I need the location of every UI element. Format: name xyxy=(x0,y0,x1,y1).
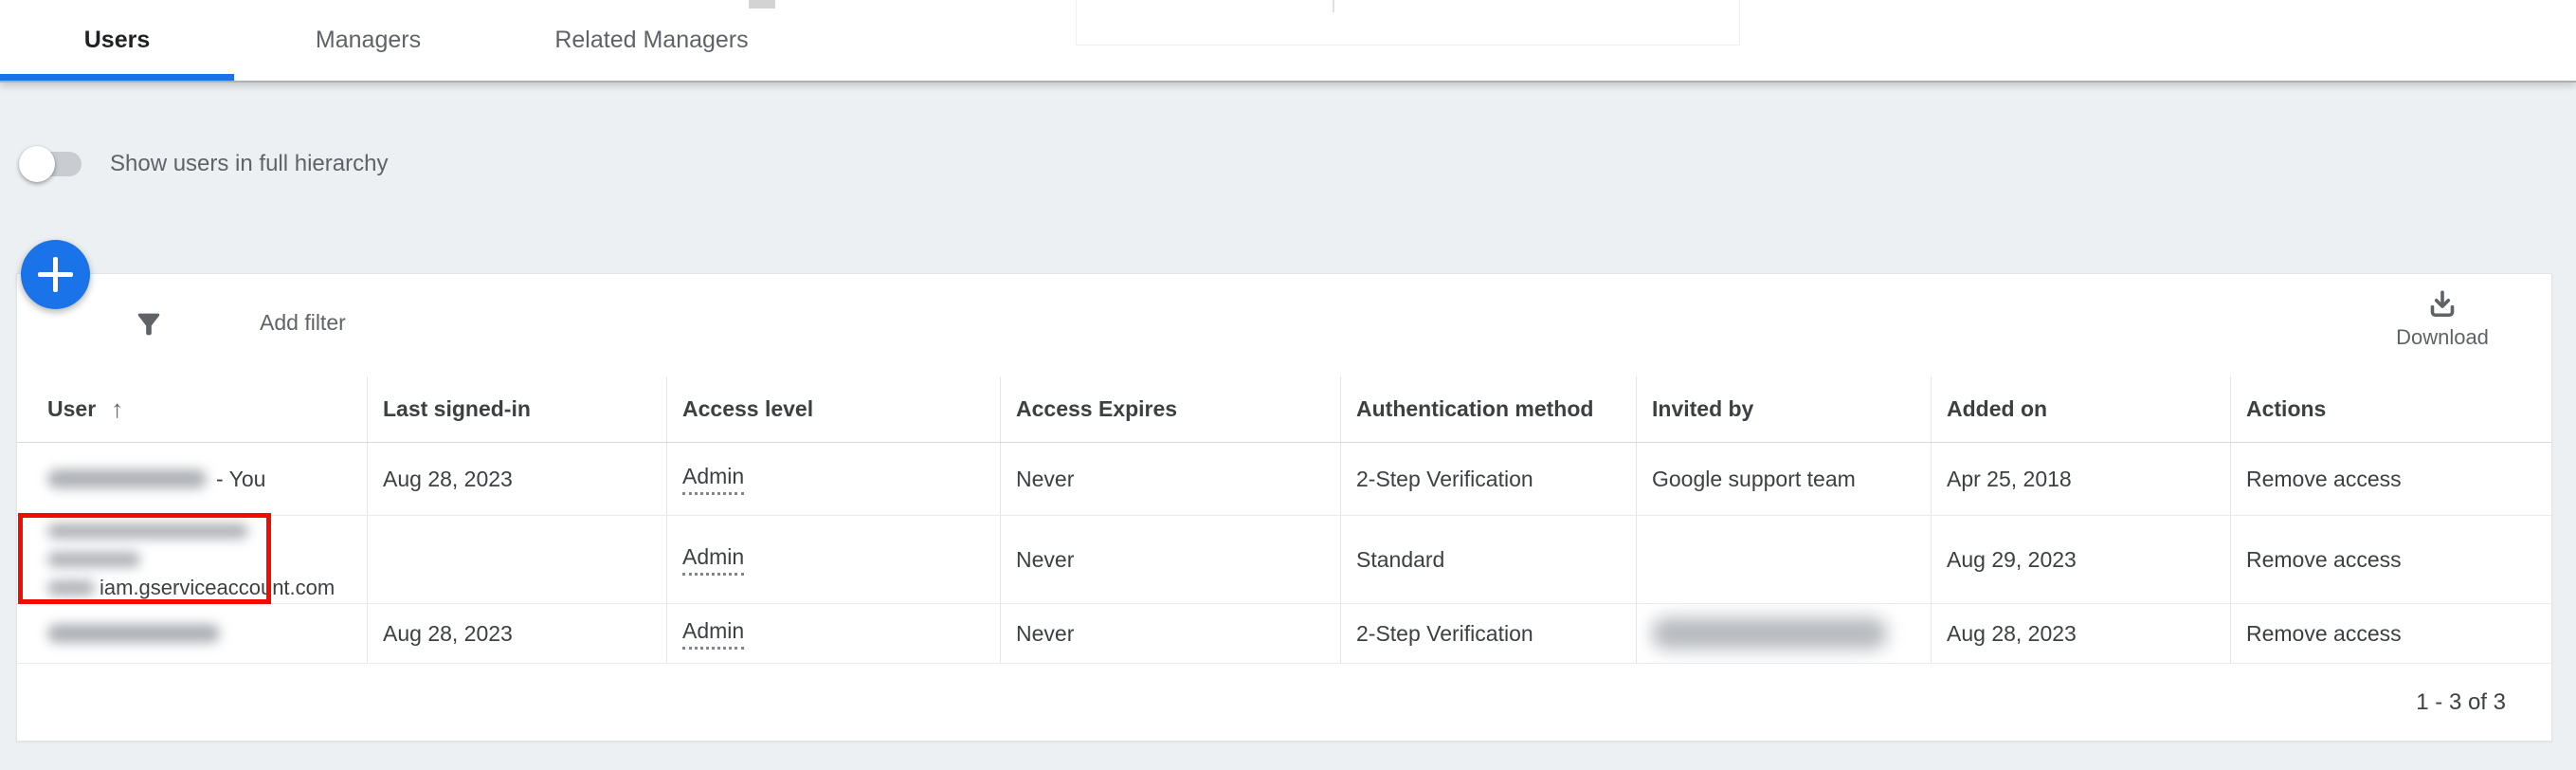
filter-icon[interactable] xyxy=(133,308,165,340)
toggle-label: Show users in full hierarchy xyxy=(110,151,389,176)
table-row: Aug 28, 2023 Admin Never 2-Step Verifica… xyxy=(17,604,2551,664)
service-account-domain: iam.gserviceaccount.com xyxy=(100,576,336,599)
redacted-email xyxy=(47,624,220,643)
user-cell: - You xyxy=(17,443,367,515)
download-label: Download xyxy=(2396,325,2489,349)
download-button[interactable]: Download xyxy=(2371,287,2513,350)
redacted-email xyxy=(47,552,140,567)
invited-by-cell xyxy=(1636,604,1931,663)
download-icon xyxy=(2430,290,2455,318)
tab-users[interactable]: Users xyxy=(0,0,234,81)
access-level-cell: Admin xyxy=(666,443,1000,515)
table-footer: 1 - 3 of 3 xyxy=(17,664,2551,742)
redacted-email xyxy=(47,523,248,539)
table-row: - You Aug 28, 2023 Admin Never 2-Step Ve… xyxy=(17,443,2551,516)
tab-managers-label: Managers xyxy=(315,27,422,53)
table-header-row: User ↑ Last signed-in Access level Acces… xyxy=(17,376,2551,443)
column-header-invited-by[interactable]: Invited by xyxy=(1636,376,1931,442)
column-header-access-expires[interactable]: Access Expires xyxy=(1000,376,1340,442)
users-page-content: Show users in full hierarchy Add filter … xyxy=(0,81,2576,770)
last-signed-in-cell xyxy=(367,516,666,603)
plus-icon xyxy=(21,240,90,309)
users-table-card: Add filter Download User ↑ Last signed-i… xyxy=(16,273,2552,742)
column-header-last-signed-in[interactable]: Last signed-in xyxy=(367,376,666,442)
access-level-value[interactable]: Admin xyxy=(682,618,745,650)
redacted-email xyxy=(47,580,95,596)
access-level-cell: Admin xyxy=(666,516,1000,603)
redaction-artifact-tick xyxy=(1333,0,1334,12)
table-toolbar: Add filter Download xyxy=(17,274,2551,376)
toggle-thumb-icon xyxy=(19,146,55,182)
access-expires-cell: Never xyxy=(1000,443,1340,515)
tab-users-label: Users xyxy=(83,27,151,53)
user-cell-service-account: iam.gserviceaccount.com xyxy=(17,516,367,603)
redaction-artifact-notch xyxy=(749,0,775,9)
access-expires-cell: Never xyxy=(1000,516,1340,603)
redaction-artifact-box xyxy=(1076,0,1740,46)
added-on-cell: Aug 28, 2023 xyxy=(1931,604,2230,663)
remove-access-action[interactable]: Remove access xyxy=(2230,516,2551,603)
access-level-value[interactable]: Admin xyxy=(682,544,745,576)
redacted-email xyxy=(1652,617,1887,650)
access-expires-cell: Never xyxy=(1000,604,1340,663)
full-hierarchy-toggle[interactable] xyxy=(19,139,83,189)
added-on-cell: Aug 29, 2023 xyxy=(1931,516,2230,603)
user-cell xyxy=(17,604,367,663)
column-header-access-level[interactable]: Access level xyxy=(666,376,1000,442)
invited-by-cell xyxy=(1636,516,1931,603)
tab-bar: Users Managers Related Managers xyxy=(0,0,2576,81)
tab-managers[interactable]: Managers xyxy=(234,0,502,81)
add-user-button[interactable] xyxy=(21,240,90,309)
column-header-actions[interactable]: Actions xyxy=(2230,376,2551,442)
auth-method-cell: 2-Step Verification xyxy=(1340,604,1636,663)
auth-method-cell: 2-Step Verification xyxy=(1340,443,1636,515)
add-filter-button[interactable]: Add filter xyxy=(260,310,346,335)
last-signed-in-cell: Aug 28, 2023 xyxy=(367,443,666,515)
access-level-value[interactable]: Admin xyxy=(682,464,745,495)
column-header-authentication-method[interactable]: Authentication method xyxy=(1340,376,1636,442)
hierarchy-toggle-row: Show users in full hierarchy xyxy=(19,139,388,189)
sort-ascending-icon: ↑ xyxy=(111,394,124,423)
last-signed-in-cell: Aug 28, 2023 xyxy=(367,604,666,663)
remove-access-action[interactable]: Remove access xyxy=(2230,443,2551,515)
column-header-user[interactable]: User ↑ xyxy=(47,394,124,423)
invited-by-cell: Google support team xyxy=(1636,443,1931,515)
remove-access-action[interactable]: Remove access xyxy=(2230,604,2551,663)
user-you-suffix: - You xyxy=(216,466,266,491)
column-header-added-on[interactable]: Added on xyxy=(1931,376,2230,442)
tab-related-managers-label: Related Managers xyxy=(554,27,749,53)
auth-method-cell: Standard xyxy=(1340,516,1636,603)
tab-related-managers[interactable]: Related Managers xyxy=(502,0,801,81)
pagination-label: 1 - 3 of 3 xyxy=(2416,689,2506,715)
table-row: iam.gserviceaccount.com Admin Never Stan… xyxy=(17,516,2551,604)
access-level-cell: Admin xyxy=(666,604,1000,663)
added-on-cell: Apr 25, 2018 xyxy=(1931,443,2230,515)
redacted-email xyxy=(47,469,207,488)
